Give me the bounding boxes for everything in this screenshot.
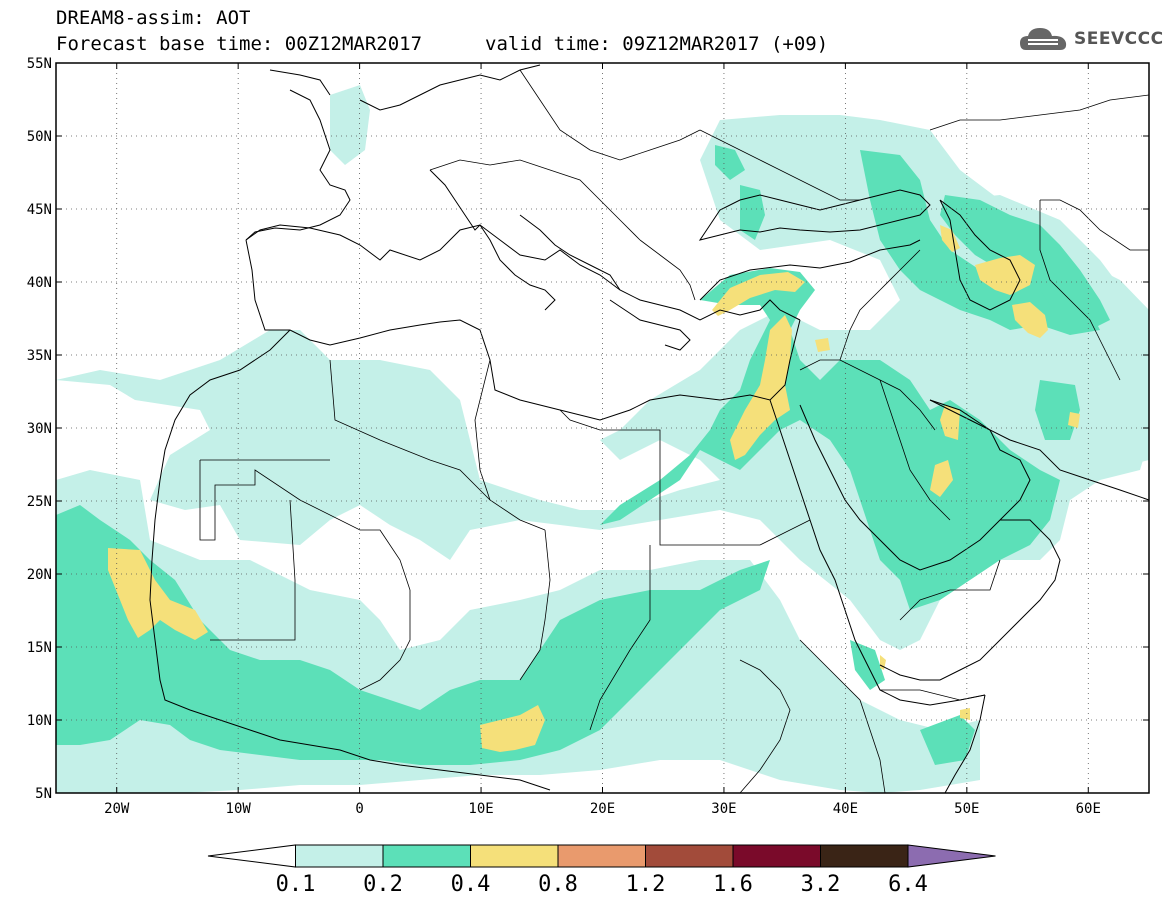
logo-text: SEEVCCC [1074, 29, 1164, 49]
latitude-axis: 5N 10N 15N 20N 25N 30N 35N 40N 45N 50N 55N [27, 56, 1149, 802]
lon-tick-label: 40E [833, 801, 858, 817]
map-title: DREAM8-assim: AOT [56, 7, 251, 29]
lat-tick-label: 25N [27, 494, 52, 510]
colorbar-label: 1.2 [626, 872, 666, 897]
colorbar-label: 0.8 [538, 872, 578, 897]
lon-tick-label: 20E [590, 801, 615, 817]
colorbar: 0.1 0.2 0.4 0.8 1.2 1.6 3.2 6.4 [207, 844, 996, 897]
colorbar-label: 1.6 [713, 872, 753, 897]
lon-tick-label: 60E [1076, 801, 1101, 817]
lon-tick-label: 10E [468, 801, 493, 817]
colorbar-label: 3.2 [801, 872, 841, 897]
colorbar-label: 6.4 [888, 872, 928, 897]
lat-tick-label: 5N [35, 786, 52, 802]
aot-shading [56, 85, 1149, 793]
lon-tick-label: 10W [226, 801, 252, 817]
colorbar-segment [732, 844, 821, 868]
colorbar-label: 0.4 [451, 872, 491, 897]
lat-tick-label: 40N [27, 275, 52, 291]
borders [199, 69, 1149, 793]
colorbar-label: 0.1 [276, 872, 316, 897]
longitude-axis: 20W 10W 0 10E 20E 30E 40E 50E 60E [104, 63, 1101, 817]
lat-tick-label: 20N [27, 567, 52, 583]
lat-tick-label: 10N [27, 713, 52, 729]
colorbar-upper-arrow [907, 844, 996, 868]
colorbar-segment [645, 844, 734, 868]
lon-tick-label: 50E [954, 801, 979, 817]
colorbar-segment [382, 844, 471, 868]
lat-tick-label: 45N [27, 202, 52, 218]
coastlines [149, 64, 1149, 793]
seevccc-logo: SEEVCCC [1018, 24, 1164, 54]
lon-tick-label: 0 [355, 801, 363, 817]
lat-tick-label: 55N [27, 56, 52, 72]
colorbar-label: 0.2 [363, 872, 403, 897]
colorbar-lower-arrow [207, 844, 296, 868]
cloud-icon [1020, 28, 1067, 50]
valid-time: valid time: 09Z12MAR2017 (+09) [485, 33, 829, 55]
colorbar-segment [470, 844, 559, 868]
lon-tick-label: 30E [711, 801, 736, 817]
lon-tick-label: 20W [104, 801, 130, 817]
lat-tick-label: 50N [27, 129, 52, 145]
colorbar-segment [820, 844, 909, 868]
colorbar-segment [557, 844, 646, 868]
forecast-base-time: Forecast base time: 00Z12MAR2017 [56, 33, 423, 55]
colorbar-segment [295, 844, 384, 868]
lat-tick-label: 30N [27, 421, 52, 437]
lat-tick-label: 35N [27, 348, 52, 364]
lat-tick-label: 15N [27, 640, 52, 656]
